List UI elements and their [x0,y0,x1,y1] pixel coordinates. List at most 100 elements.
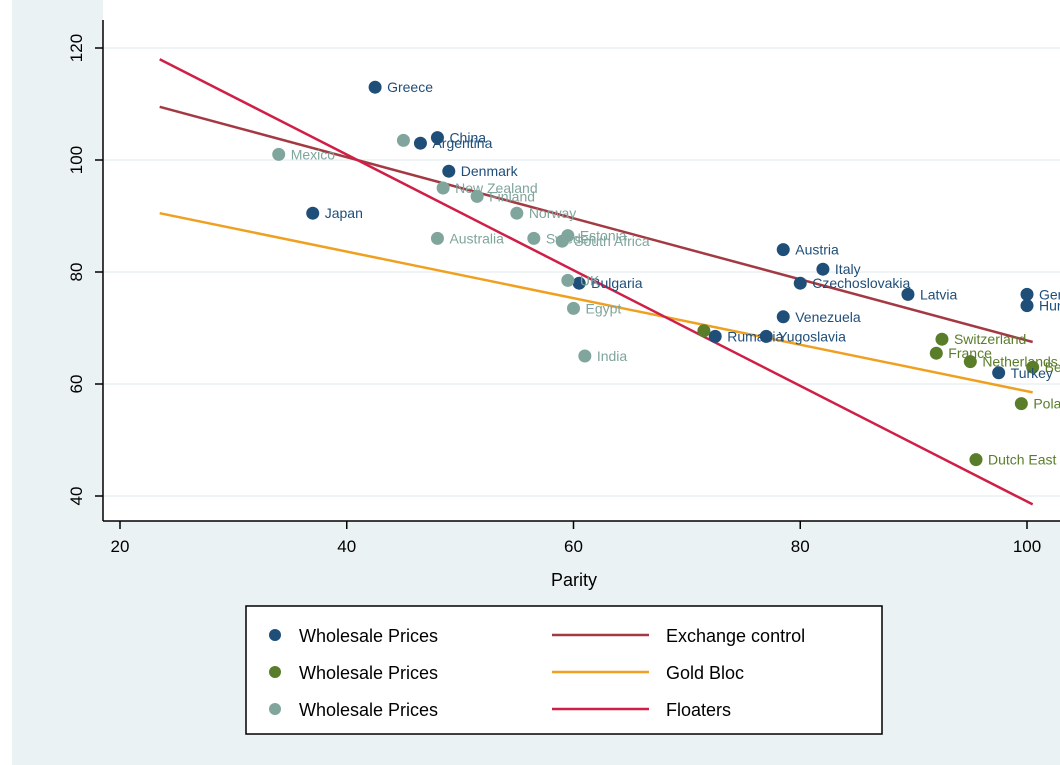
point-0-9 [1020,287,1034,301]
legend-label-5: Floaters [666,700,731,720]
point-2-2 [436,181,450,195]
point-0-15 [992,366,1006,380]
point-label-0-3: Denmark [461,163,519,179]
point-label-0-4: Japan [325,205,363,221]
point-1-0 [935,332,949,346]
y-tick-label-3: 100 [67,146,86,174]
legend-label-1: Exchange control [666,626,805,646]
x-tick-label-3: 80 [791,537,810,556]
point-label-2-3: Finland [489,188,535,204]
point-label-2-5: Australia [449,230,504,246]
point-2-8 [555,234,569,248]
legend-label-2: Wholesale Prices [299,663,438,683]
point-label-0-2: Argentina [432,135,492,151]
point-label-2-8: South Africa [574,233,650,249]
legend-label-4: Wholesale Prices [299,700,438,720]
legend-label-3: Gold Bloc [666,663,744,683]
fit-line-exchange-control [159,105,1033,344]
y-tick-label-0: 40 [67,487,86,506]
fit-lines [159,58,1034,506]
point-1-5 [969,453,983,467]
point-0-4 [306,206,320,220]
axes: 40 60 80 100 120 20 40 60 80 100 [67,20,1060,556]
point-label-0-7: Czechoslovakia [812,275,910,291]
fit-line-floaters [159,58,1034,506]
point-0-8 [901,287,915,301]
point-label-0-10: Hungary [1039,298,1060,314]
legend-marker-4 [269,703,281,715]
legend-box [245,605,883,735]
point-2-4 [510,206,524,220]
point-label-2-10: Egypt [586,300,622,316]
point-label-2-2: New Zealand [455,180,538,196]
y-tick-label-4: 120 [67,34,86,62]
gridlines [103,47,1060,497]
plot-area [103,0,1060,521]
point-0-12 [776,310,790,324]
point-1-4 [1014,397,1028,411]
point-label-1-4: Poland [1033,396,1060,412]
point-0-0 [368,80,382,94]
x-axis-title: Parity [551,570,597,590]
point-label-2-7: Estonia [580,228,627,244]
x-tick-label-1: 40 [337,537,356,556]
point-label-1-1: France [948,345,992,361]
point-1-6 [697,324,711,338]
point-0-6 [816,262,830,276]
point-label-2-4: Norway [529,205,576,221]
point-label-1-3: Belgium [1045,359,1060,375]
x-tick-label-0: 20 [111,537,130,556]
fit-line-gold-bloc [159,211,1033,394]
point-label-0-13: Rumania [727,328,783,344]
point-label-0-1: China [449,130,486,146]
point-label-1-5: Dutch East Indies [988,452,1060,468]
x-tick-label-2: 60 [564,537,583,556]
point-0-3 [442,164,456,178]
point-2-9 [561,273,575,287]
point-2-10 [567,301,580,315]
point-label-1-0: Switzerland [954,331,1026,347]
point-label-0-14: Yugoslavia [778,328,846,344]
scatter-chart: 40 60 80 100 120 20 40 60 80 100 Greece ChinaArgen… [67,0,1060,735]
point-1-3 [1026,360,1040,374]
point-label-2-9: UK [580,272,600,288]
point-label-2-0: Mexico [291,146,336,162]
point-label-2-6: Sweden [546,230,597,246]
point-2-0 [272,147,286,161]
point-label-0-8: Latvia [920,286,958,302]
point-label-0-0: Greece [387,79,433,95]
point-0-14 [759,329,773,343]
point-0-13 [708,329,722,343]
point-0-11 [572,276,586,290]
point-0-7 [793,276,807,290]
y-tick-label-1: 60 [67,375,86,394]
point-2-3 [470,189,484,203]
legend-marker-2 [269,666,281,678]
point-label-0-11: Bulgaria [591,275,643,291]
legend-label-0: Wholesale Prices [299,626,438,646]
chart-frame: 40 60 80 100 120 20 40 60 80 100 Greece China Argen… [12,0,1060,765]
point-2-5 [430,231,444,245]
point-label-0-12: Venezuela [795,309,861,325]
point-0-2 [413,136,427,150]
x-tick-label-4: 100 [1013,537,1041,556]
legend: Wholesale Prices Exchange control Wholesal… [245,605,883,735]
y-tick-label-2: 80 [67,263,86,282]
point-label-2-11: India [597,348,628,364]
data-points [272,80,1040,467]
point-label-0-5: Austria [795,242,839,258]
point-0-1 [430,131,444,145]
point-2-11 [578,349,592,363]
point-label-0-9: Germany [1039,286,1060,302]
point-2-1 [396,133,410,147]
point-1-1 [929,346,943,360]
point-label-0-15: Turkey [1011,365,1053,381]
point-label-0-6: Italy [835,261,861,277]
legend-marker-0 [269,629,281,641]
point-1-2 [963,355,977,369]
point-0-5 [776,243,790,257]
point-label-1-2: Netherlands [982,354,1058,370]
point-2-6 [527,231,541,245]
point-0-10 [1020,299,1034,313]
